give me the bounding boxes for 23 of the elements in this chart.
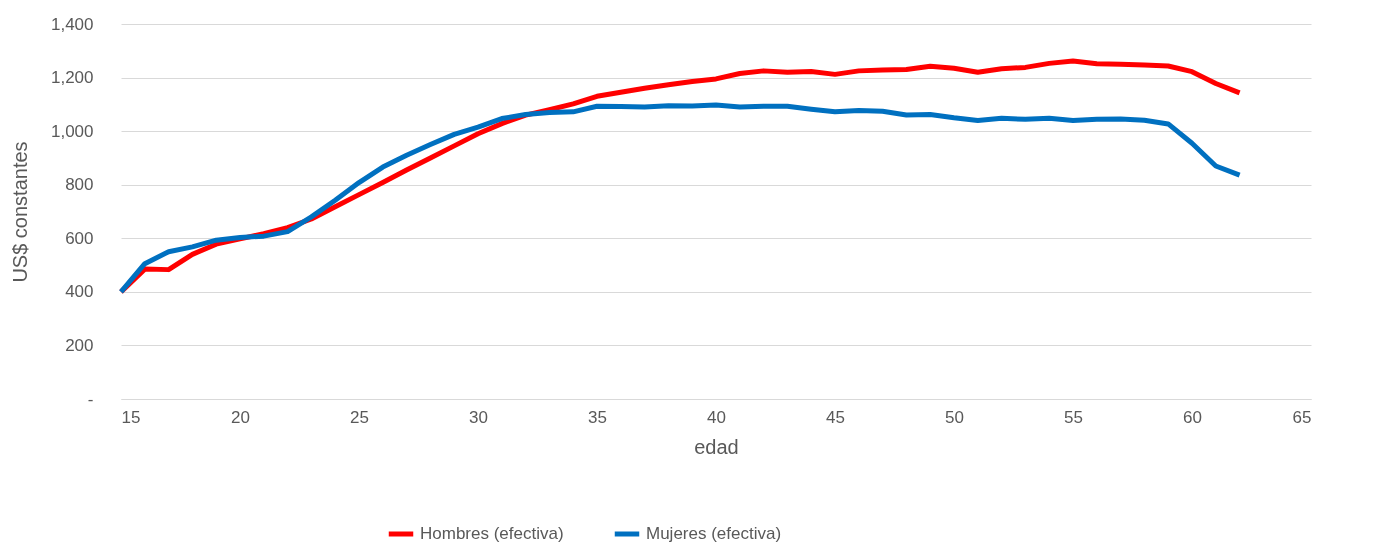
y-tick-label: 400 (65, 282, 94, 302)
y-tick-label: - (87, 389, 94, 409)
y-tick-label: 1,200 (50, 68, 94, 88)
y-tick-label: 800 (65, 175, 94, 195)
y-tick-label: 1,400 (50, 14, 94, 34)
x-tick-label: 15 (121, 407, 141, 427)
x-tick-label: 50 (945, 407, 964, 427)
legend-label: Mujeres (efectiva) (646, 524, 782, 543)
x-tick-label: 65 (1292, 407, 1312, 427)
legend-label: Hombres (efectiva) (420, 524, 564, 543)
x-tick-label: 55 (1064, 407, 1083, 427)
x-axis-title: edad (694, 435, 739, 458)
y-tick-label: 1,000 (50, 121, 94, 141)
x-tick-label: 45 (826, 407, 845, 427)
x-tick-label: 60 (1183, 407, 1202, 427)
x-tick-label: 20 (231, 407, 250, 427)
x-tick-label: 25 (350, 407, 369, 427)
y-axis-title: US$ constantes (8, 141, 31, 283)
y-tick-label: 600 (65, 228, 94, 248)
x-tick-label: 35 (588, 407, 607, 427)
x-tick-label: 40 (707, 407, 726, 427)
y-tick-label: 200 (65, 335, 94, 355)
x-tick-label: 30 (469, 407, 488, 427)
